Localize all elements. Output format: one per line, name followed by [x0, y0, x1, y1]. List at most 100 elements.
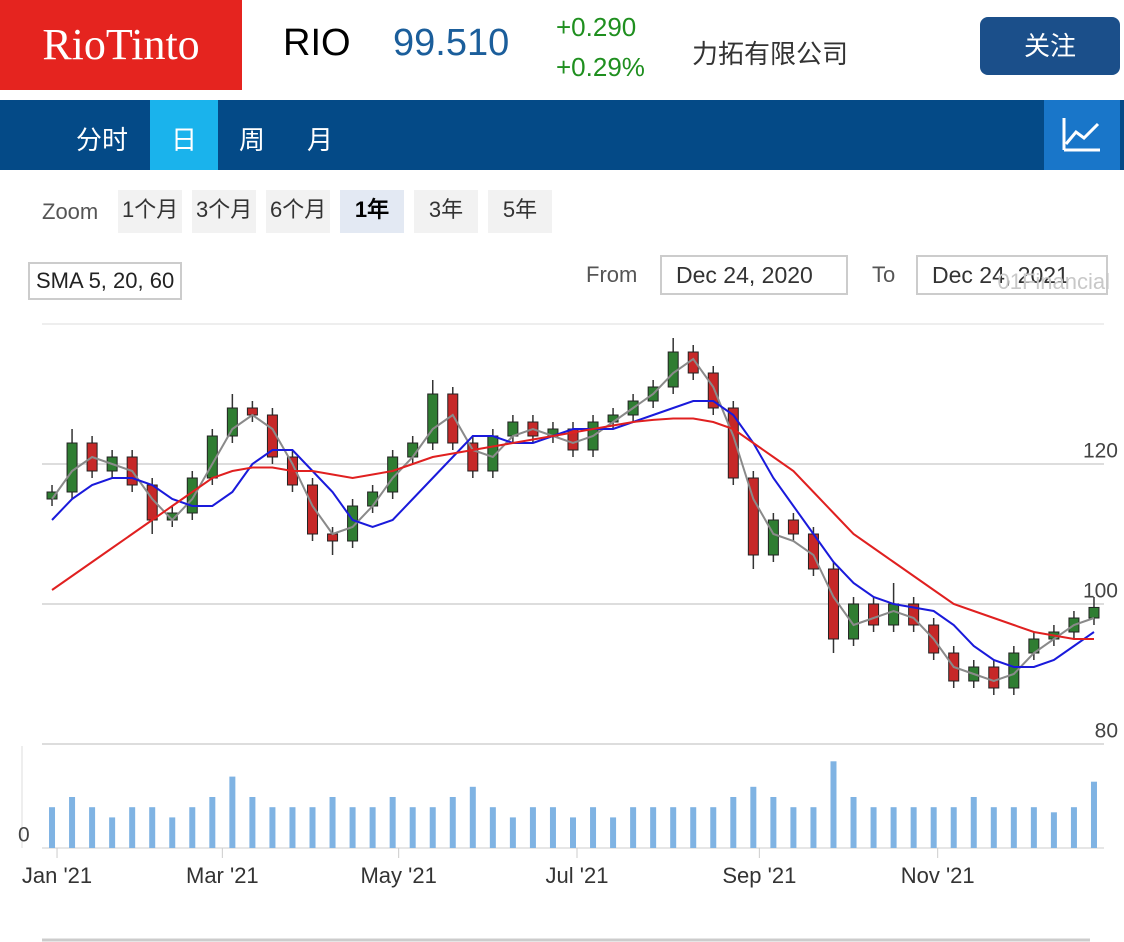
candle-body — [727, 407, 739, 479]
nav-bar: 分时 日 周 月 — [0, 100, 1124, 170]
logo: RioTinto — [0, 0, 242, 90]
volume-bar — [770, 797, 777, 848]
tab[interactable]: 分时 — [75, 125, 128, 155]
volume-bar — [289, 807, 296, 848]
volume-bar — [850, 797, 857, 848]
sma-line — [51, 357, 1095, 683]
volume-bar — [610, 817, 617, 848]
from-input[interactable]: Dec 24, 2020 — [660, 255, 848, 295]
tab-active[interactable]: 日 — [150, 100, 218, 170]
volume-bar — [389, 797, 396, 848]
y-tick-label: 100 — [1083, 580, 1118, 603]
candle-body — [848, 603, 860, 640]
volume-bar — [69, 797, 76, 848]
watermark: 01Financial — [997, 269, 1110, 294]
volume-bar — [930, 807, 937, 848]
zoom-button-active[interactable]: 1年 — [340, 190, 404, 233]
volume-bar — [1070, 807, 1077, 848]
candle-body — [787, 519, 799, 535]
candle-body — [407, 442, 419, 458]
zoom-button[interactable]: 6个月 — [266, 190, 331, 233]
volume-bar — [1090, 781, 1097, 848]
volume-bar — [910, 807, 917, 848]
volume-bar — [329, 797, 336, 848]
volume-bar — [1030, 807, 1037, 848]
y-tick-label: 120 — [1083, 440, 1118, 463]
zoom-label: Zoom — [42, 199, 99, 224]
candle-body — [747, 477, 759, 556]
volume-bar — [670, 807, 677, 848]
follow-button[interactable]: 关注 — [980, 17, 1120, 75]
sma-line — [51, 400, 1095, 668]
volume-bar — [970, 797, 977, 848]
volume-bar — [710, 807, 717, 848]
to-input[interactable]: Dec 24, 2021 — [916, 255, 1108, 295]
volume-bar — [449, 797, 456, 848]
volume-bar — [429, 807, 436, 848]
to-label: To — [872, 262, 896, 287]
x-tick-label: Nov '21 — [901, 863, 975, 888]
volume-bar — [1050, 812, 1057, 848]
volume-bar — [149, 807, 156, 848]
symbol: RIO — [283, 22, 351, 64]
volume-bar — [129, 807, 136, 848]
volume-bar — [950, 807, 957, 848]
x-tick-label: Jan '21 — [22, 863, 92, 888]
from-label: From — [586, 262, 638, 287]
volume-bar — [109, 817, 116, 848]
volume-bar — [549, 807, 556, 848]
tab[interactable]: 月 — [306, 125, 333, 155]
tab[interactable]: 周 — [238, 125, 265, 155]
change-pct: +0.29% — [556, 52, 645, 82]
volume-bar — [49, 807, 56, 848]
volume-bar — [489, 807, 496, 848]
change: +0.290 — [556, 12, 637, 42]
volume-bar — [590, 807, 597, 848]
volume-bar — [249, 797, 256, 848]
volume-bar — [409, 807, 416, 848]
candle-body — [868, 603, 880, 626]
volume-bar — [870, 807, 877, 848]
zoom-button[interactable]: 5年 — [488, 190, 552, 233]
volume-bar — [269, 807, 276, 848]
candle-body — [387, 456, 399, 493]
volume-bar — [509, 817, 516, 848]
candle-body — [767, 519, 779, 556]
indicator-button[interactable]: SMA 5, 20, 60 — [28, 262, 183, 300]
zoom-button[interactable]: 3个月 — [192, 190, 257, 233]
volume-bar — [229, 776, 236, 848]
candle-body — [888, 603, 900, 626]
volume-bar — [529, 807, 536, 848]
volume-bar — [169, 817, 176, 848]
zoom-button[interactable]: 1个月 — [118, 190, 183, 233]
x-tick-label: Mar '21 — [186, 863, 259, 888]
volume-bar — [810, 807, 817, 848]
candle-body — [707, 372, 719, 409]
volume-bar — [309, 807, 316, 848]
candle-body — [988, 666, 1000, 689]
x-tick-label: Sep '21 — [722, 863, 796, 888]
volume-bar — [630, 807, 637, 848]
sma-line — [51, 417, 1094, 640]
volume-bar — [750, 786, 757, 848]
volume-bar — [209, 797, 216, 848]
zoom-button[interactable]: 3年 — [414, 190, 478, 233]
candle-body — [1008, 652, 1020, 689]
volume-bar — [1010, 807, 1017, 848]
x-tick-label: Jul '21 — [546, 863, 609, 888]
candle-body — [367, 491, 379, 507]
candle-body — [1088, 606, 1100, 619]
volume-bar — [369, 807, 376, 848]
chart-icon-button[interactable] — [1044, 100, 1120, 170]
volume-bar — [990, 807, 997, 848]
candle-body — [427, 393, 439, 444]
price: 99.510 — [393, 22, 510, 64]
candle-body — [908, 603, 920, 626]
volume-bar — [189, 807, 196, 848]
volume-bar — [89, 807, 96, 848]
candle-body — [347, 505, 359, 542]
volume-bar — [349, 807, 356, 848]
y-tick-label: 80 — [1095, 720, 1118, 743]
